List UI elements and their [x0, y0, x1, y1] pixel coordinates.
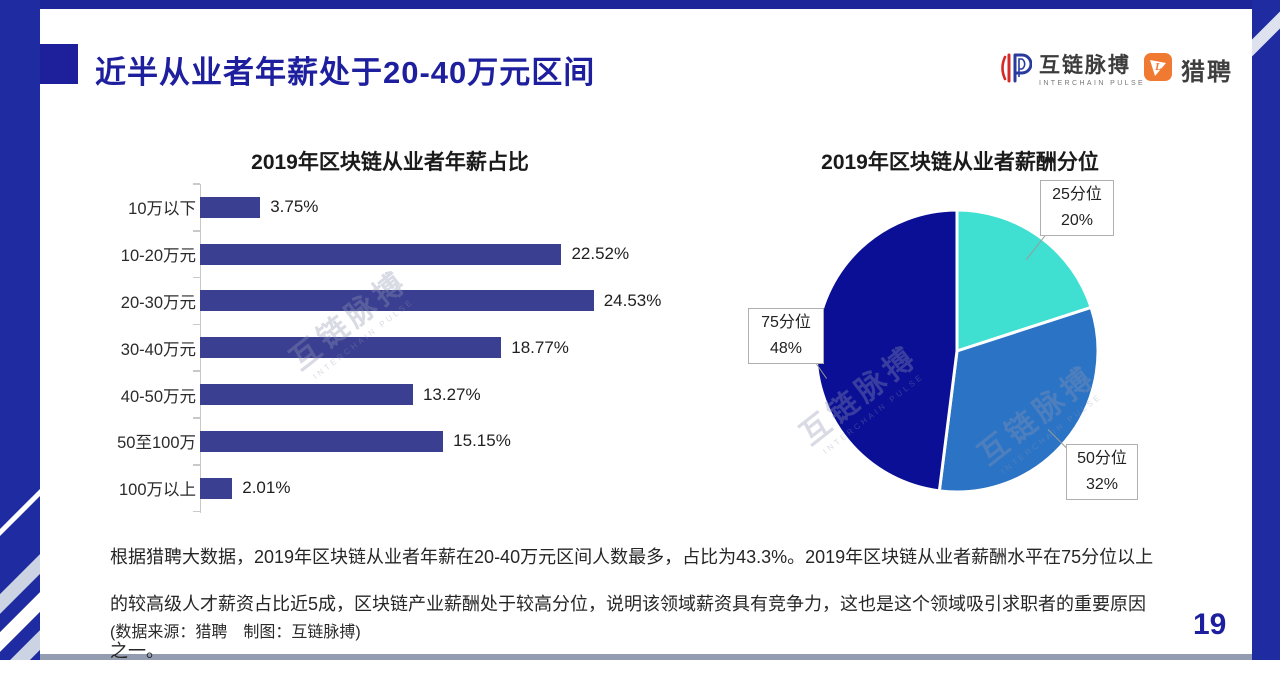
axis-tick: [193, 230, 200, 232]
bar: [200, 384, 413, 406]
bar-chart: 10万以下 3.75% 10-20万元 22.52% 20-30万元 24.53% 30-4…: [100, 184, 700, 512]
title-accent-square: [40, 44, 78, 84]
interchain-pulse-subtitle: INTERCHAIN PULSE: [1039, 79, 1146, 87]
bar-category-label: 30-40万元: [120, 340, 196, 359]
bar-value-label: 2.01%: [242, 478, 291, 498]
pie-label-name: 25分位: [1052, 186, 1102, 203]
interchain-pulse-logo-icon: [998, 50, 1033, 91]
top-accent-bar: [0, 0, 1280, 9]
right-decor-band: [1252, 0, 1280, 660]
pie-label-name: 75分位: [761, 314, 811, 331]
bar-row: 50至100万 15.15%: [100, 418, 700, 465]
bar-chart-axis-ticks: [193, 183, 200, 513]
bar-row: 10万以下 3.75%: [100, 184, 700, 231]
pie-label-value: 20%: [1060, 212, 1094, 229]
pie-label-name: 50分位: [1077, 450, 1127, 467]
bar-value-label: 13.27%: [422, 384, 481, 404]
axis-tick: [193, 183, 200, 185]
interchain-pulse-name: 互链脉搏: [1039, 53, 1131, 77]
bar: [200, 290, 594, 312]
pie-label-25th: 25分位 20%: [1040, 180, 1114, 236]
bar-value-label: 15.15%: [453, 431, 511, 451]
pie-slice-25分位: [955, 208, 1093, 353]
bar: [200, 243, 562, 265]
liepin-name: 猎聘: [1181, 59, 1233, 86]
bar: [200, 196, 261, 218]
decor-stripe: [0, 456, 40, 559]
axis-tick: [193, 417, 200, 419]
bar-value-label: 22.52%: [571, 244, 630, 264]
bar-value-label: 24.53%: [603, 290, 662, 310]
interchain-pulse-logo: 互链脉搏 INTERCHAIN PULSE: [998, 50, 1145, 91]
bar-category-label: 10万以下: [128, 200, 196, 219]
axis-tick: [193, 276, 200, 279]
axis-tick: [193, 370, 200, 372]
axis-tick: [193, 464, 200, 466]
bar-category-label: 40-50万元: [120, 387, 196, 406]
liepin-logo: L 猎聘: [1143, 52, 1233, 87]
bar: [200, 430, 444, 452]
axis-tick: [193, 510, 200, 513]
page-title: 近半从业者年薪处于20-40万元区间: [95, 55, 596, 90]
bar-value-label: 3.75%: [270, 197, 319, 217]
bar-row: 40-50万元 13.27%: [100, 371, 700, 418]
bar-category-label: 20-30万元: [120, 293, 196, 312]
analysis-paragraph: 根据猎聘大数据，2019年区块链从业者年薪在20-40万元区间人数最多，占比为4…: [110, 547, 1154, 661]
bar-category-label: 100万以上: [118, 481, 196, 500]
decor-stripe: [1252, 0, 1280, 82]
pie-label-50th: 50分位 32%: [1066, 444, 1138, 500]
page-number: 19: [1193, 608, 1227, 641]
bar-value-label: 18.77%: [511, 337, 569, 357]
bar-row: 20-30万元 24.53%: [100, 278, 700, 325]
liepin-logo-icon: L: [1143, 52, 1173, 87]
axis-tick: [193, 323, 200, 326]
bar-row: 10-20万元 22.52%: [100, 231, 700, 278]
pie-slice-75分位: [814, 208, 959, 493]
bar-row: 100万以上 2.01%: [100, 465, 700, 512]
left-decor-band: [0, 0, 40, 660]
pie-chart: [814, 208, 1100, 494]
source-note: (数据来源：猎聘 制图：互链脉搏): [110, 624, 361, 641]
svg-text:L: L: [1154, 61, 1162, 73]
bar: [200, 477, 233, 499]
pie-label-75th: 75分位 48%: [748, 308, 824, 364]
bar-category-label: 10-20万元: [120, 247, 196, 266]
bottom-decor-strip: [40, 654, 1252, 660]
pie-label-value: 32%: [1085, 476, 1119, 493]
bar-chart-title: 2019年区块链从业者年薪占比: [251, 151, 529, 174]
bar-row: 30-40万元 18.77%: [100, 324, 700, 371]
bar: [200, 337, 502, 359]
pie-label-value: 48%: [769, 340, 803, 357]
bar-category-label: 50至100万: [117, 434, 196, 453]
pie-chart-title: 2019年区块链从业者薪酬分位: [821, 151, 1099, 174]
pie-slice-50分位: [937, 305, 1100, 494]
